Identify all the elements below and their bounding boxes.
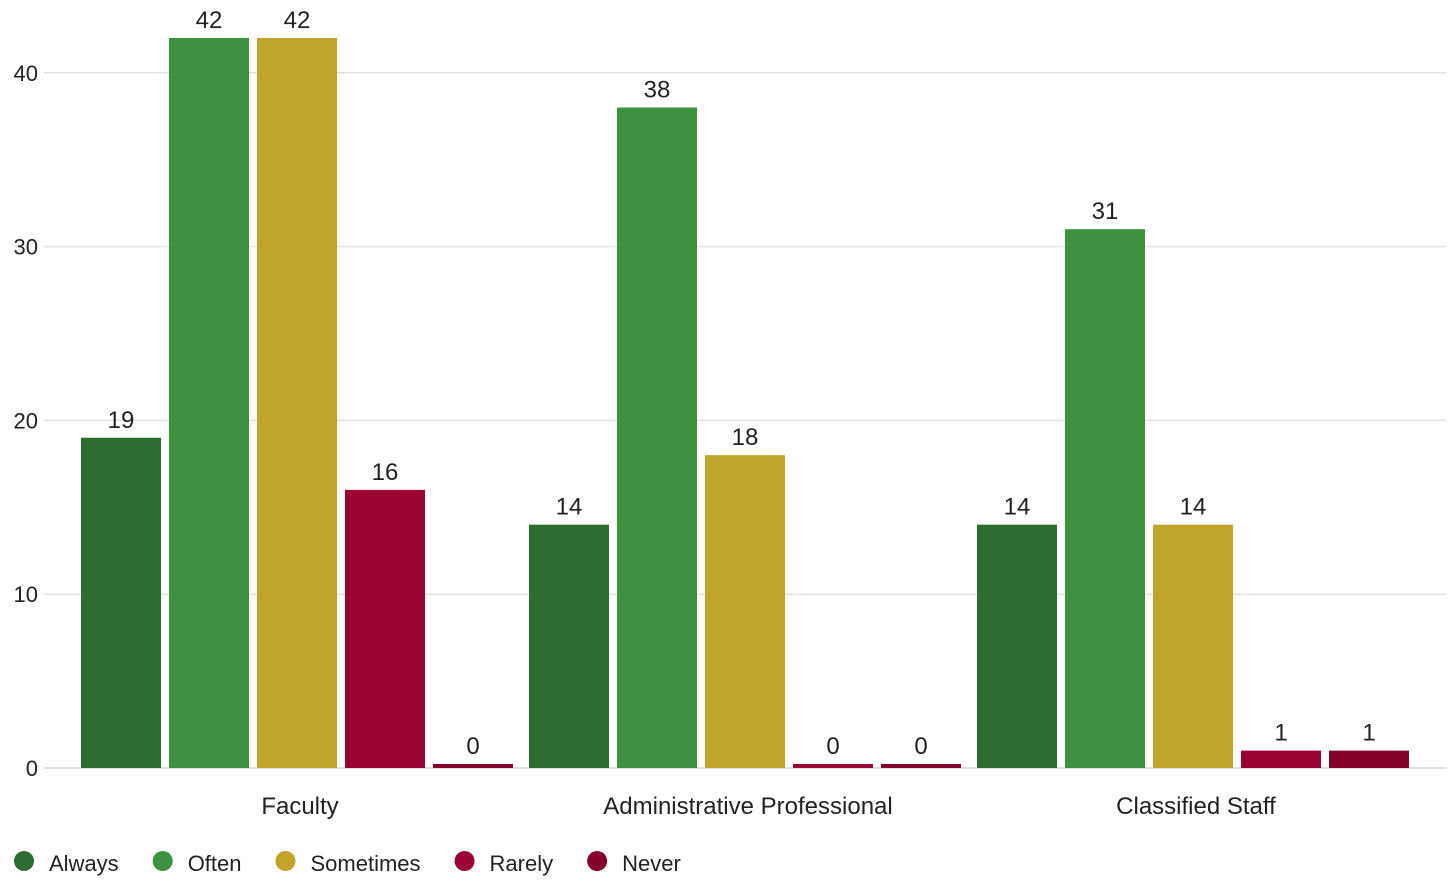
y-axis-ticks: 0 10 20 30 40 [14, 61, 38, 781]
value-labels: 19 42 42 16 0 14 38 18 0 0 14 31 14 1 1 [108, 7, 1376, 760]
x-tick-label: Faculty [261, 793, 338, 820]
bar-sometimes-0 [257, 38, 337, 768]
data-label-always-2: 14 [1004, 494, 1031, 521]
data-label-rarely-0: 16 [372, 459, 399, 486]
bar-sometimes-1 [705, 455, 785, 768]
legend-label: Rarely [490, 851, 554, 876]
data-label-rarely-2: 1 [1274, 720, 1287, 747]
data-label-never-0: 0 [466, 733, 479, 760]
x-tick-label: Classified Staff [1116, 793, 1276, 820]
data-label-often-1: 38 [644, 77, 671, 104]
data-label-often-2: 31 [1092, 198, 1119, 225]
data-label-never-2: 1 [1362, 720, 1375, 747]
bar-often-2 [1065, 229, 1145, 768]
legend-label: Often [188, 851, 242, 876]
bar-never-2 [1329, 750, 1409, 768]
legend-marker [454, 851, 475, 871]
bar-rarely-1 [793, 764, 873, 768]
legend-item-never[interactable]: Never [587, 851, 681, 876]
legend-item-rarely[interactable]: Rarely [454, 851, 554, 876]
bar-never-0 [433, 764, 513, 768]
data-label-often-0: 42 [196, 7, 223, 34]
bar-often-1 [617, 107, 697, 769]
data-label-sometimes-0: 42 [284, 7, 311, 34]
x-axis-ticks: Faculty Administrative Professional Classi… [261, 793, 1276, 820]
y-tick-label: 30 [14, 235, 38, 260]
x-tick-label: Administrative Professional [603, 793, 892, 820]
bar-rarely-0 [345, 489, 425, 768]
legend-marker [14, 851, 34, 871]
data-label-sometimes-1: 18 [732, 424, 759, 451]
bar-never-1 [881, 764, 961, 768]
bar-sometimes-2 [1153, 524, 1233, 768]
bar-always-1 [529, 524, 609, 768]
y-tick-label: 20 [14, 408, 38, 433]
y-tick-label: 0 [26, 756, 38, 781]
data-label-rarely-1: 0 [826, 733, 839, 760]
data-label-always-0: 19 [108, 407, 135, 434]
legend-marker [152, 851, 173, 871]
legend-item-often[interactable]: Often [152, 851, 242, 876]
data-label-sometimes-2: 14 [1180, 494, 1207, 521]
bar-often-0 [169, 38, 249, 768]
legend: Always Often Sometimes Rarely Never [14, 851, 681, 876]
legend-marker [587, 851, 608, 871]
bar-always-2 [977, 524, 1057, 768]
y-tick-label: 10 [14, 582, 38, 607]
legend-label: Never [622, 851, 681, 876]
bar-always-0 [81, 437, 161, 768]
legend-label: Sometimes [311, 851, 421, 876]
legend-item-always[interactable]: Always [14, 851, 119, 876]
data-label-always-1: 14 [556, 494, 583, 521]
y-tick-label: 40 [14, 61, 38, 86]
bar-rarely-2 [1241, 750, 1321, 768]
legend-label: Always [49, 851, 119, 876]
legend-item-sometimes[interactable]: Sometimes [275, 851, 421, 876]
bars [81, 38, 1409, 769]
data-label-never-1: 0 [914, 733, 927, 760]
legend-marker [275, 851, 296, 871]
